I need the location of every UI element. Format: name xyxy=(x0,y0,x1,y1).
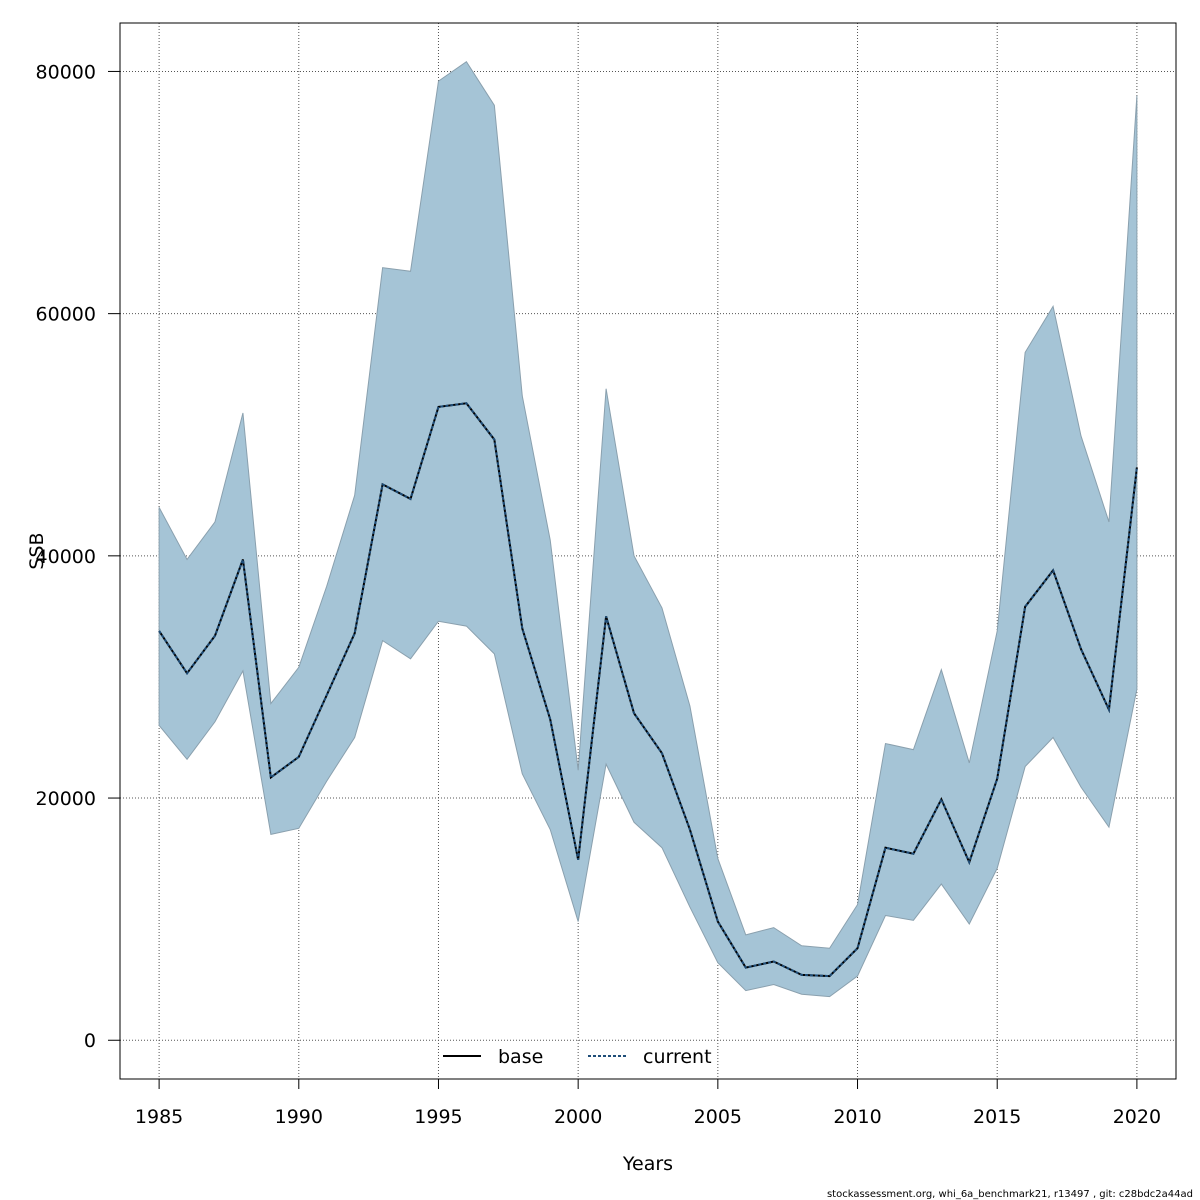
legend-label-current: current xyxy=(643,1046,712,1068)
x-axis-title: Years xyxy=(622,1153,673,1175)
y-tick-label: 40000 xyxy=(36,546,96,568)
x-tick-label: 2005 xyxy=(694,1106,742,1128)
x-tick-label: 1995 xyxy=(414,1106,462,1128)
y-tick-label: 20000 xyxy=(36,788,96,810)
x-tick-label: 2000 xyxy=(554,1106,602,1128)
x-tick-label: 2015 xyxy=(973,1106,1021,1128)
y-axis-title: SSB xyxy=(26,532,48,569)
y-tick-label: 60000 xyxy=(36,304,96,326)
x-tick-label: 2010 xyxy=(833,1106,881,1128)
footnote: stockassessment.org, whi_6a_benchmark21,… xyxy=(827,1189,1193,1200)
legend-label-base: base xyxy=(498,1046,543,1068)
x-tick-label: 1990 xyxy=(275,1106,323,1128)
y-tick-label: 0 xyxy=(84,1030,96,1052)
series-line-current xyxy=(158,402,1138,978)
y-tick-label: 80000 xyxy=(36,61,96,83)
x-tick-label: 2020 xyxy=(1113,1106,1161,1128)
confidence-band xyxy=(158,61,1138,998)
x-axis: 1985 1990 1995 2000 2005 2010 2015 2020 xyxy=(135,1078,1161,1128)
x-tick-label: 1985 xyxy=(135,1106,183,1128)
legend: base current xyxy=(443,1046,712,1068)
y-axis: 0 20000 40000 60000 80000 xyxy=(36,61,121,1052)
